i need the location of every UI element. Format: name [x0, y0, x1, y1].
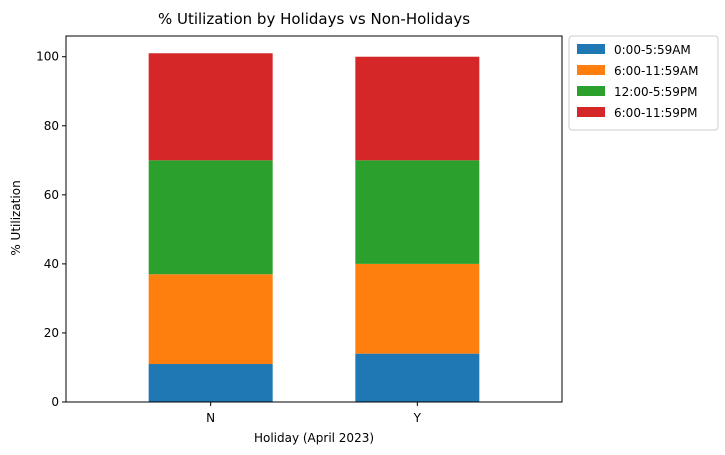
- bar-Y-series-1: [355, 263, 480, 354]
- y-tick-label: 40: [44, 257, 59, 271]
- bar-Y-series-3: [355, 56, 480, 161]
- legend-swatch: [577, 107, 605, 117]
- legend-swatch: [577, 86, 605, 96]
- legend-label: 6:00-11:59AM: [614, 64, 698, 78]
- bar-Y-series-2: [355, 160, 480, 264]
- plot-frame: [65, 35, 563, 403]
- bar-N-series-2: [148, 160, 273, 275]
- y-tick-label: 20: [44, 326, 59, 340]
- legend-swatch: [577, 44, 605, 54]
- legend-label: 12:00-5:59PM: [614, 85, 697, 99]
- chart-title: % Utilization by Holidays vs Non-Holiday…: [158, 10, 470, 28]
- bar-N-series-0: [148, 364, 273, 402]
- legend-swatch: [577, 65, 605, 75]
- axes-group: 0 20 40 60 80 100 N Y: [36, 35, 563, 425]
- y-tick-label: 100: [36, 50, 59, 64]
- legend-label: 0:00-5:59AM: [614, 43, 691, 57]
- y-tick-label: 80: [44, 119, 59, 133]
- bar-N-series-3: [148, 53, 273, 161]
- bar-N-series-1: [148, 274, 273, 365]
- legend-label: 6:00-11:59PM: [614, 106, 697, 120]
- bar-Y-series-0: [355, 353, 480, 402]
- legend: 0:00-5:59AM 6:00-11:59AM 12:00-5:59PM 6:00-…: [568, 35, 719, 131]
- x-tick-label: Y: [413, 411, 422, 425]
- y-tick-label: 0: [51, 395, 59, 409]
- legend-frame: [568, 35, 719, 131]
- y-axis-label: % Utilization: [9, 180, 23, 255]
- x-axis-label: Holiday (April 2023): [254, 431, 374, 445]
- x-tick-label: N: [206, 411, 215, 425]
- bars-group: [148, 53, 480, 402]
- y-tick-label: 60: [44, 188, 59, 202]
